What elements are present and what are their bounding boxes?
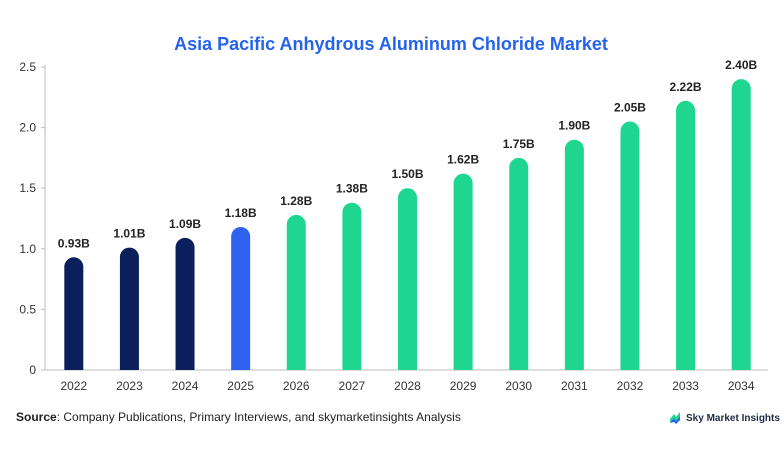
data-label: 2.40B: [725, 58, 757, 72]
source-text: : Company Publications, Primary Intervie…: [56, 410, 461, 424]
source-note: Source: Company Publications, Primary In…: [16, 410, 461, 424]
bar-2023: [119, 247, 139, 370]
bar-2028: [398, 188, 417, 370]
x-tick-label: 2031: [561, 379, 588, 393]
x-tick-label: 2027: [339, 379, 366, 393]
y-tick-label: 1.5: [19, 181, 36, 195]
bar-2026: [286, 214, 306, 370]
x-tick-label: 2029: [450, 379, 477, 393]
x-tick-label: 2032: [617, 379, 644, 393]
data-label: 1.75B: [503, 137, 535, 151]
bar-2024: [175, 237, 195, 370]
y-tick-label: 2.0: [19, 121, 36, 135]
x-tick-label: 2033: [672, 379, 699, 393]
data-label: 1.50B: [391, 167, 423, 181]
bar-2031: [564, 139, 584, 370]
bar-2025: [231, 226, 251, 370]
bar-2027: [342, 202, 362, 370]
bar-2034: [731, 79, 751, 371]
brand-text: Sky Market Insights: [686, 412, 780, 424]
data-label: 1.09B: [169, 217, 201, 231]
bar-2022: [64, 257, 84, 370]
data-label: 1.28B: [280, 194, 312, 208]
bar-2029: [453, 173, 473, 370]
x-tick-label: 2026: [283, 379, 310, 393]
x-tick-label: 2022: [60, 379, 87, 393]
x-tick-label: 2030: [505, 379, 532, 393]
data-label: 0.93B: [58, 236, 90, 250]
data-label: 2.05B: [614, 101, 646, 115]
y-tick-label: 0: [29, 363, 36, 377]
x-tick-label: 2024: [172, 379, 199, 393]
sky-market-insights-logo-icon: [670, 412, 680, 424]
data-label: 1.90B: [558, 119, 590, 133]
x-tick-label: 2025: [227, 379, 254, 393]
y-tick-label: 2.5: [19, 60, 36, 74]
chart-bars: [64, 79, 751, 371]
data-label: 1.62B: [447, 153, 479, 167]
x-tick-label: 2028: [394, 379, 421, 393]
data-label: 2.22B: [670, 80, 702, 94]
data-label: 1.38B: [336, 182, 368, 196]
chart-title: Asia Pacific Anhydrous Aluminum Chloride…: [174, 34, 608, 54]
source-label: Source: [16, 410, 57, 424]
data-label: 1.01B: [113, 227, 145, 241]
brand-logo: Sky Market Insights: [668, 411, 780, 425]
bar-2032: [620, 121, 640, 370]
y-tick-label: 0.5: [19, 302, 36, 316]
y-tick-label: 1.0: [19, 242, 36, 256]
data-label: 1.18B: [225, 206, 257, 220]
chart-labels: 2022 0.93B 2023 1.01B 2024 1.09B 2025 1.18B 2026…: [58, 58, 758, 393]
x-tick-label: 2023: [116, 379, 143, 393]
bar-2033: [676, 100, 696, 370]
x-tick-label: 2034: [728, 379, 755, 393]
bar-2030: [509, 157, 529, 370]
